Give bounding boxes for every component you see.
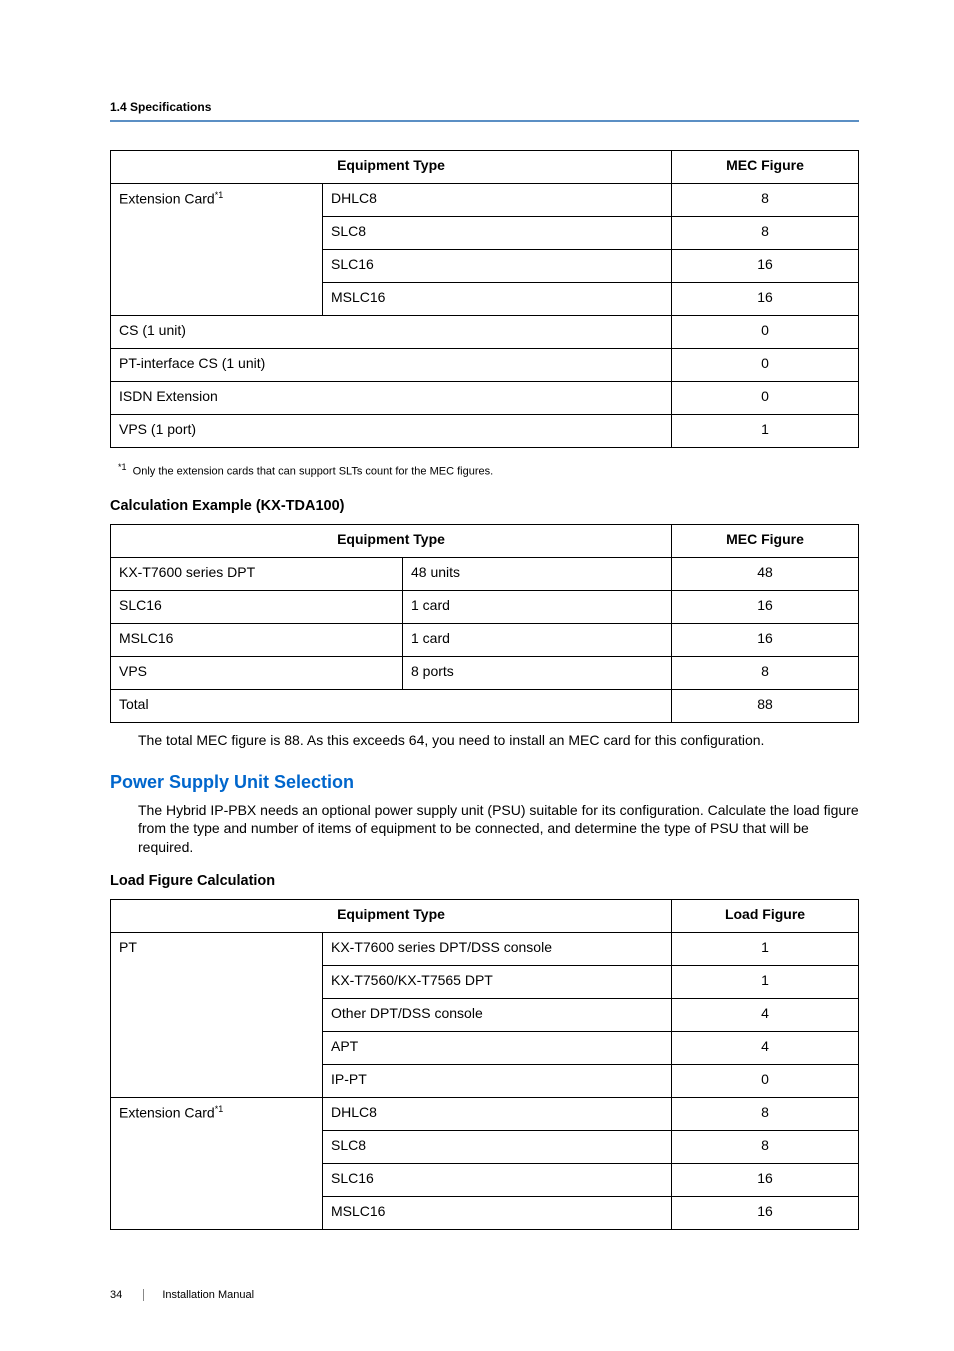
row-item: SLC16 — [323, 1164, 672, 1197]
row-value: 16 — [672, 1164, 859, 1197]
table-header: Equipment Type — [111, 900, 672, 933]
row-value: 0 — [672, 349, 859, 382]
row-item: Other DPT/DSS console — [323, 999, 672, 1032]
header-rule — [110, 120, 859, 122]
table-row: Extension Card*1 DHLC8 8 — [111, 184, 859, 217]
row-item: SLC8 — [323, 1131, 672, 1164]
row-item: 1 card — [403, 590, 672, 623]
row-value: 16 — [672, 250, 859, 283]
row-item: 8 ports — [403, 656, 672, 689]
table-row: PT KX-T7600 series DPT/DSS console 1 — [111, 933, 859, 966]
row-item: DHLC8 — [323, 184, 672, 217]
row-value: 0 — [672, 1065, 859, 1098]
row-item: SLC16 — [323, 250, 672, 283]
row-value: 0 — [672, 382, 859, 415]
row-item: ISDN Extension — [111, 382, 672, 415]
row-value: 16 — [672, 623, 859, 656]
row-value: 48 — [672, 557, 859, 590]
row-item: MSLC16 — [323, 283, 672, 316]
table-row: CS (1 unit) 0 — [111, 316, 859, 349]
row-value: 8 — [672, 1098, 859, 1131]
row-group-label: Extension Card*1 — [111, 184, 323, 316]
footnote: *1 Only the extension cards that can sup… — [118, 462, 859, 478]
row-value: 4 — [672, 999, 859, 1032]
row-group-label: PT — [111, 933, 323, 1098]
table-row: ISDN Extension 0 — [111, 382, 859, 415]
table-header: MEC Figure — [672, 151, 859, 184]
power-supply-heading: Power Supply Unit Selection — [110, 772, 859, 793]
table-header: Equipment Type — [111, 151, 672, 184]
row-item: DHLC8 — [323, 1098, 672, 1131]
table-row: Total 88 — [111, 689, 859, 722]
row-value: 1 — [672, 966, 859, 999]
row-item: KX-T7600 series DPT — [111, 557, 403, 590]
row-item: SLC16 — [111, 590, 403, 623]
row-item: 1 card — [403, 623, 672, 656]
calc-example-table: Equipment Type MEC Figure KX-T7600 serie… — [110, 524, 859, 723]
row-value: 16 — [672, 283, 859, 316]
row-item: PT-interface CS (1 unit) — [111, 349, 672, 382]
footer-label: Installation Manual — [143, 1289, 254, 1301]
power-supply-body: The Hybrid IP-PBX needs an optional powe… — [138, 801, 859, 858]
calc-example-heading: Calculation Example (KX-TDA100) — [110, 498, 859, 514]
row-value: 4 — [672, 1032, 859, 1065]
row-value: 8 — [672, 184, 859, 217]
section-header: 1.4 Specifications — [110, 100, 859, 114]
mec-figure-table: Equipment Type MEC Figure Extension Card… — [110, 150, 859, 448]
row-value: 8 — [672, 217, 859, 250]
table-row: SLC16 1 card 16 — [111, 590, 859, 623]
row-item: VPS — [111, 656, 403, 689]
load-figure-heading: Load Figure Calculation — [110, 873, 859, 889]
row-item: KX-T7560/KX-T7565 DPT — [323, 966, 672, 999]
row-item: IP-PT — [323, 1065, 672, 1098]
row-group-label: Extension Card*1 — [111, 1098, 323, 1230]
row-item: 48 units — [403, 557, 672, 590]
table-header: Equipment Type — [111, 524, 672, 557]
table-row: Extension Card*1 DHLC8 8 — [111, 1098, 859, 1131]
row-item: MSLC16 — [111, 623, 403, 656]
row-item: Total — [111, 689, 672, 722]
row-value: 0 — [672, 316, 859, 349]
row-item: APT — [323, 1032, 672, 1065]
table-row: VPS 8 ports 8 — [111, 656, 859, 689]
row-value: 1 — [672, 415, 859, 448]
row-item: VPS (1 port) — [111, 415, 672, 448]
row-value: 16 — [672, 590, 859, 623]
table-header: Load Figure — [672, 900, 859, 933]
table-row: PT-interface CS (1 unit) 0 — [111, 349, 859, 382]
table-header: MEC Figure — [672, 524, 859, 557]
row-value: 16 — [672, 1197, 859, 1230]
row-value: 1 — [672, 933, 859, 966]
table-row: MSLC16 1 card 16 — [111, 623, 859, 656]
table-row: KX-T7600 series DPT 48 units 48 — [111, 557, 859, 590]
load-figure-table: Equipment Type Load Figure PT KX-T7600 s… — [110, 899, 859, 1230]
row-item: CS (1 unit) — [111, 316, 672, 349]
page-number: 34 — [110, 1289, 122, 1301]
row-value: 8 — [672, 1131, 859, 1164]
row-item: KX-T7600 series DPT/DSS console — [323, 933, 672, 966]
row-value: 8 — [672, 656, 859, 689]
row-value: 88 — [672, 689, 859, 722]
page-footer: 34 Installation Manual — [110, 1289, 254, 1301]
row-item: MSLC16 — [323, 1197, 672, 1230]
calc-example-note: The total MEC figure is 88. As this exce… — [138, 731, 859, 750]
table-row: VPS (1 port) 1 — [111, 415, 859, 448]
row-item: SLC8 — [323, 217, 672, 250]
